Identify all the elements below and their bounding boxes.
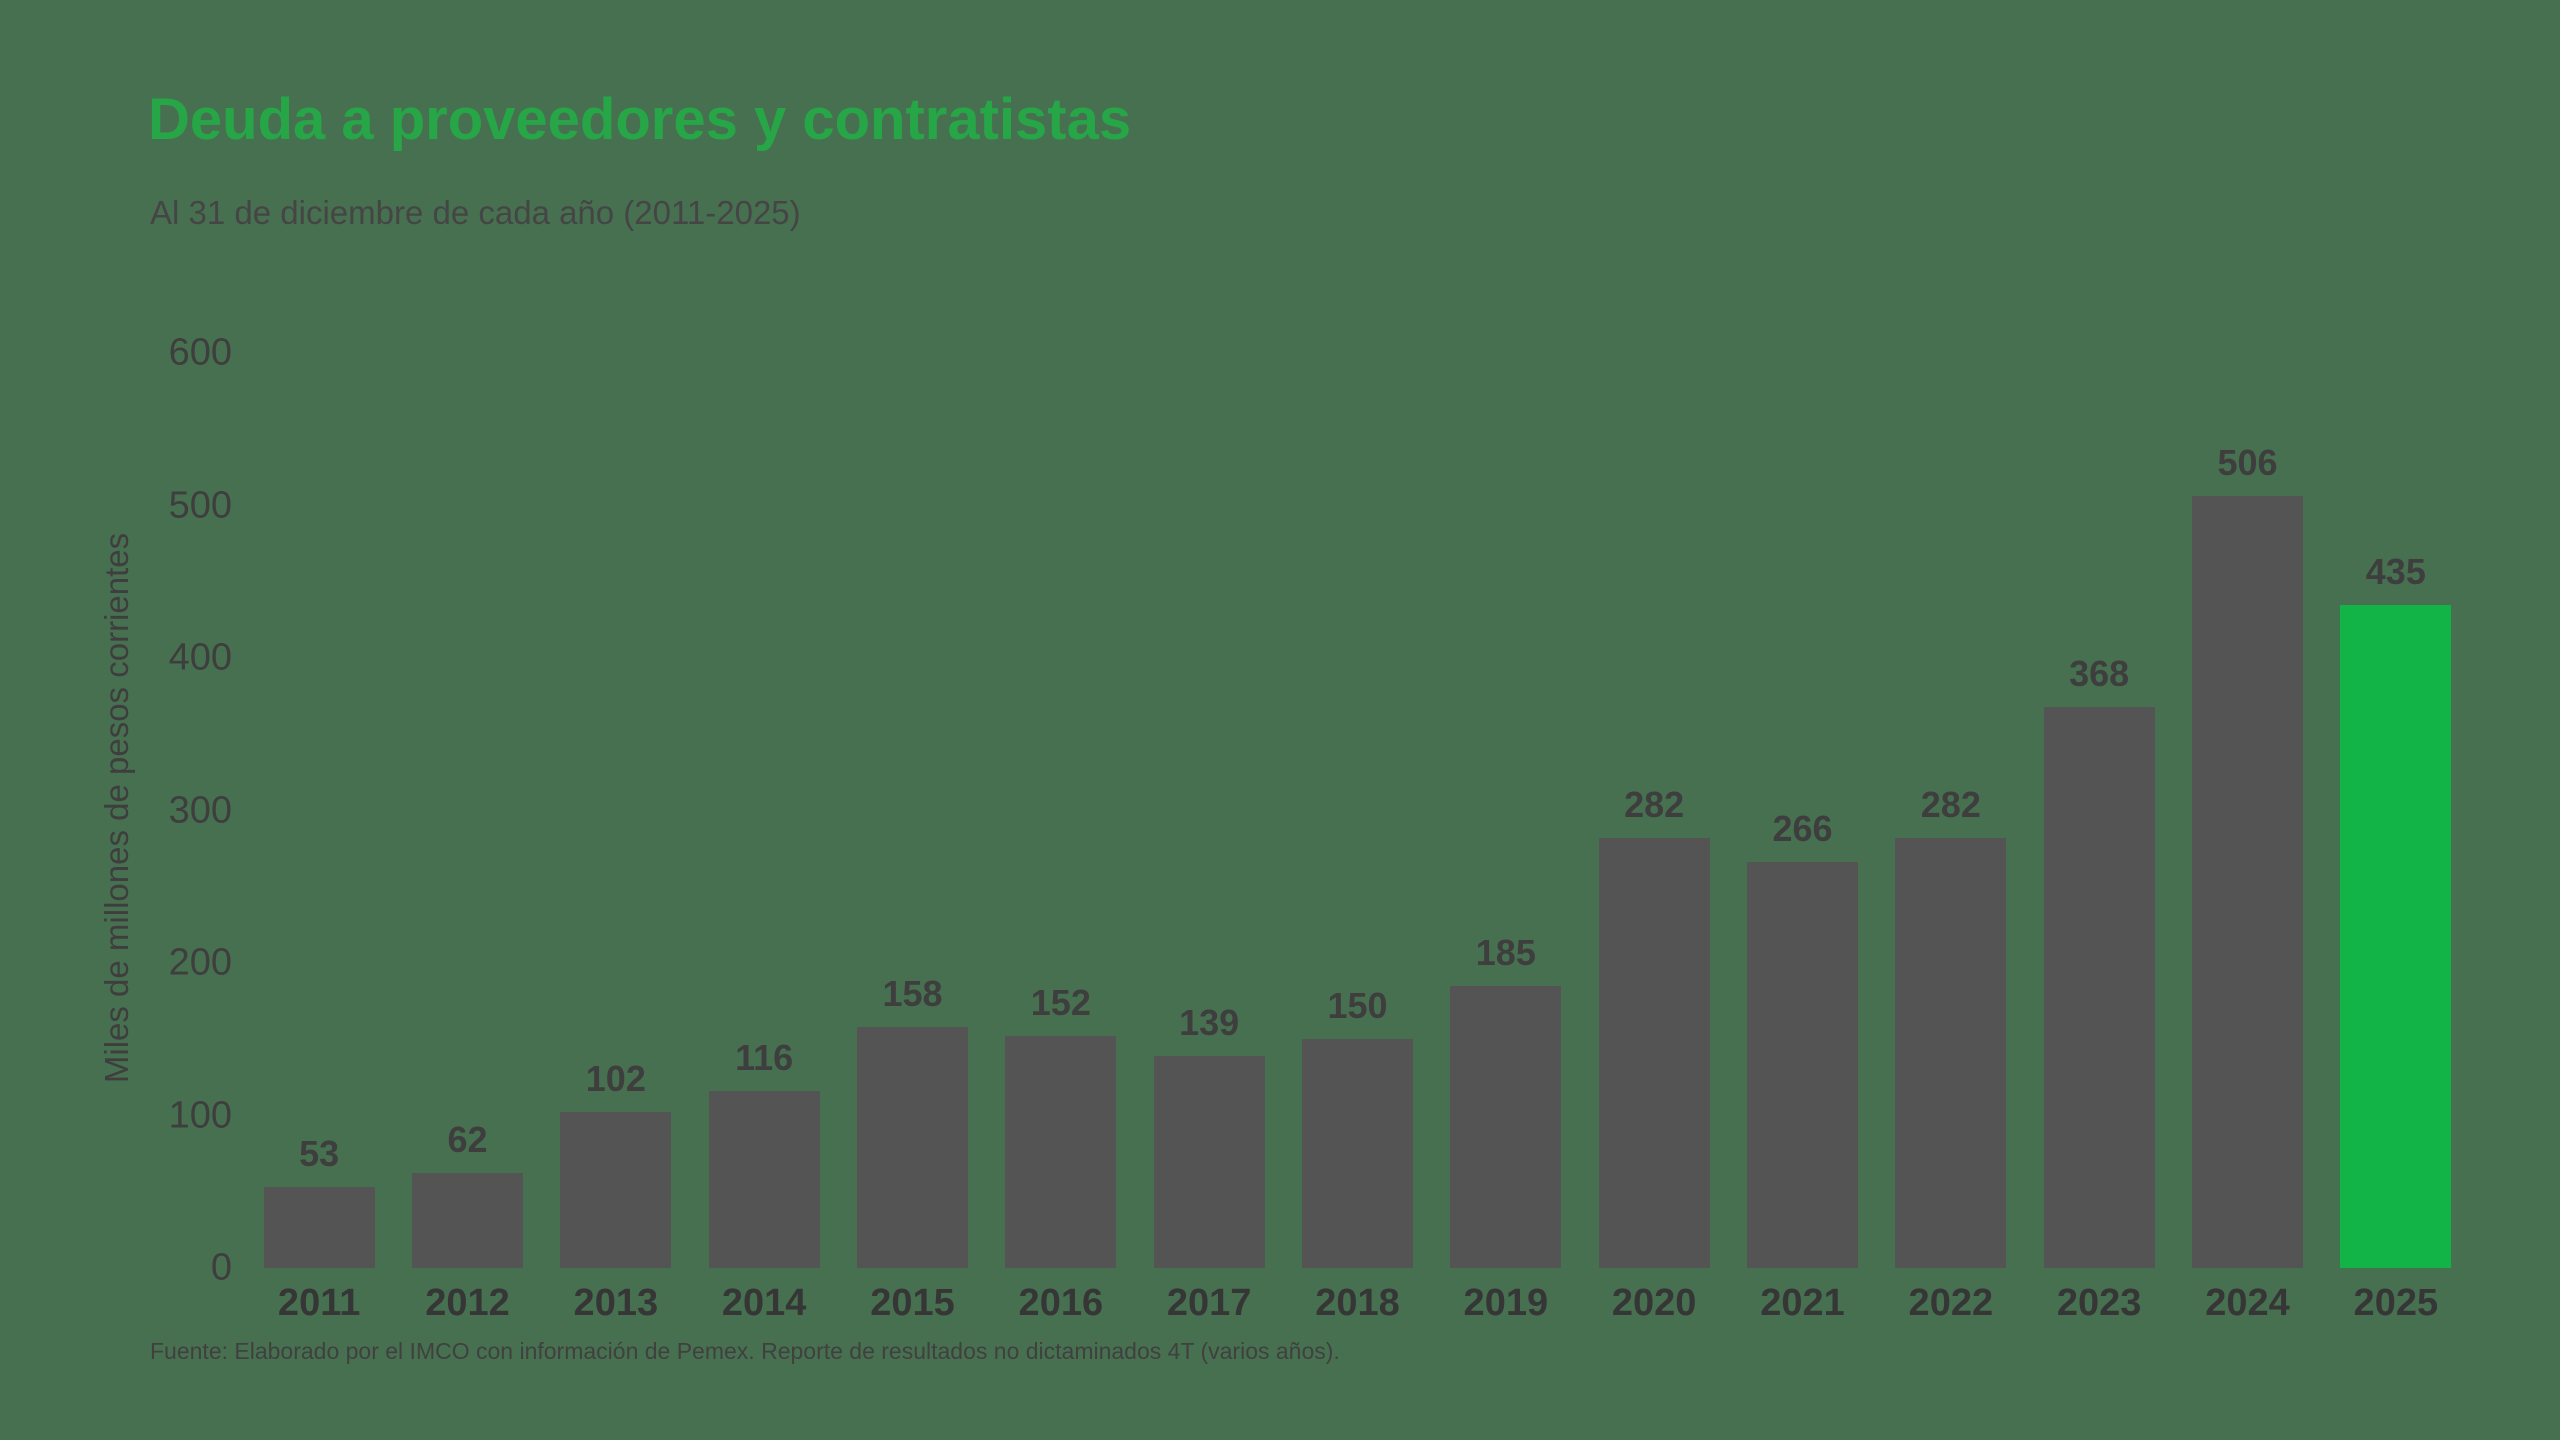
- x-tick-label-2022: 2022: [1908, 1282, 1994, 1324]
- x-tick-label-2025: 2025: [2353, 1282, 2439, 1324]
- bar-value-label-2016: 152: [1030, 982, 1091, 1024]
- y-axis-tick-labels: 0 100 200 300 400 500 600: [90, 332, 232, 1289]
- y-tick-label-600: 600: [168, 331, 232, 374]
- chart-title: Deuda a proveedores y contratistas: [148, 87, 1132, 152]
- plot-area: 53 2011 62 2012 102 2013 116 2014 158 2015 152 2016…: [245, 353, 2470, 1324]
- bar-value-label-2011: 53: [299, 1133, 340, 1175]
- bar-value-label-2017: 139: [1179, 1002, 1240, 1044]
- x-tick-label-2023: 2023: [2056, 1282, 2142, 1324]
- chart-subtitle: Al 31 de diciembre de cada año (2011-202…: [150, 194, 801, 231]
- y-tick-label-0: 0: [210, 1246, 232, 1289]
- bar-value-label-2018: 150: [1327, 985, 1388, 1027]
- bar-value-label-2022: 282: [1920, 783, 1981, 825]
- bar-2022: [1895, 837, 2007, 1268]
- x-tick-label-2017: 2017: [1166, 1282, 1252, 1324]
- x-tick-label-2016: 2016: [1018, 1282, 1104, 1324]
- source-note: Fuente: Elaborado por el IMCO con inform…: [150, 1338, 1340, 1364]
- x-tick-label-2015: 2015: [870, 1282, 955, 1324]
- bar-value-label-2015: 158: [882, 973, 943, 1015]
- x-tick-label-2013: 2013: [573, 1282, 659, 1324]
- bar-2013: [560, 1112, 672, 1268]
- y-tick-label-200: 200: [168, 941, 232, 984]
- x-tick-label-2024: 2024: [2205, 1282, 2290, 1324]
- bar-value-label-2023: 368: [2069, 652, 2130, 694]
- bar-2023: [2043, 706, 2155, 1268]
- bar-value-label-2013: 102: [585, 1058, 646, 1100]
- bar-value-label-2021: 266: [1772, 808, 1833, 850]
- bar-2012: [412, 1173, 523, 1268]
- bar-2020: [1598, 837, 1710, 1268]
- x-tick-label-2012: 2012: [425, 1282, 510, 1324]
- x-tick-label-2020: 2020: [1611, 1282, 1697, 1324]
- x-tick-label-2014: 2014: [721, 1282, 807, 1324]
- bar-2015: [857, 1027, 968, 1268]
- y-tick-label-100: 100: [168, 1094, 232, 1136]
- bar-value-label-2014: 116: [735, 1037, 794, 1079]
- bar-2025: [2340, 604, 2452, 1268]
- y-tick-label-500: 500: [168, 484, 232, 526]
- bar-2016: [1005, 1036, 1117, 1268]
- bar-value-label-2012: 62: [447, 1119, 488, 1161]
- x-tick-label-2011: 2011: [277, 1282, 361, 1324]
- y-tick-label-400: 400: [168, 636, 232, 679]
- x-tick-label-2021: 2021: [1760, 1282, 1845, 1324]
- bar-value-label-2024: 506: [2217, 442, 2278, 484]
- bar-2024: [2192, 496, 2303, 1268]
- y-tick-label-300: 300: [168, 789, 232, 831]
- x-tick-label-2018: 2018: [1315, 1282, 1400, 1324]
- bar-2014: [708, 1091, 820, 1268]
- bar-2017: [1153, 1056, 1265, 1268]
- bar-2018: [1302, 1039, 1413, 1268]
- bar-value-label-2019: 185: [1475, 931, 1536, 973]
- bar-2011: [263, 1187, 375, 1268]
- bar-2019: [1450, 985, 1562, 1268]
- x-tick-label-2019: 2019: [1463, 1282, 1549, 1324]
- bar-value-label-2025: 435: [2365, 550, 2426, 592]
- bar-value-label-2020: 282: [1624, 783, 1685, 825]
- bar-2021: [1747, 862, 1858, 1268]
